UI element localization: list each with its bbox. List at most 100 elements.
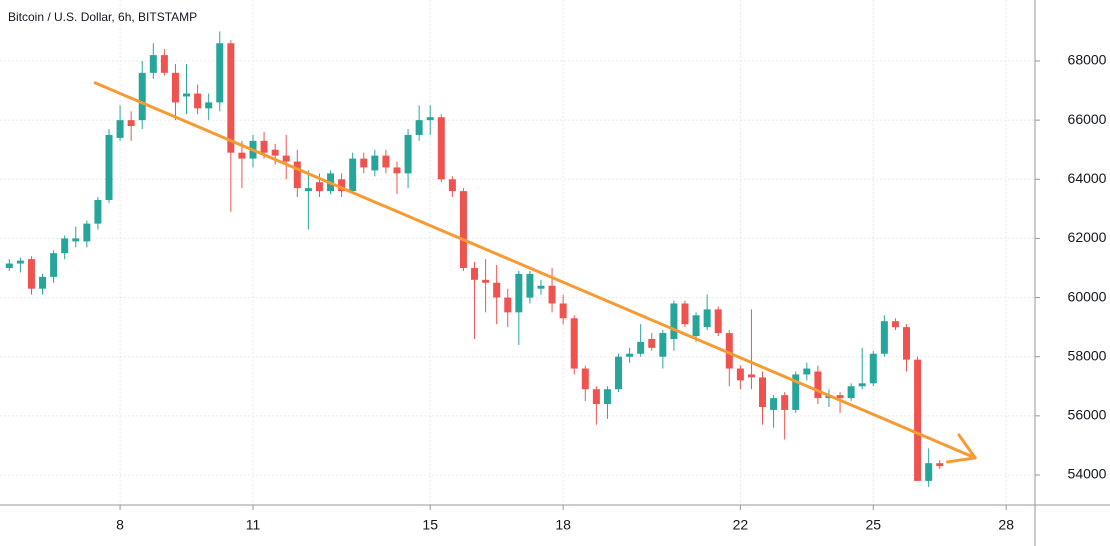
candle-body — [304, 188, 312, 192]
trendline-arrowhead — [945, 433, 977, 464]
candle-body — [803, 368, 811, 375]
candle-body — [72, 238, 80, 242]
candle-body — [925, 463, 933, 481]
candle-body — [260, 140, 268, 153]
candle-body — [759, 377, 767, 407]
y-tick-label: 64000 — [1068, 170, 1107, 186]
candle-body — [227, 43, 235, 153]
candle-body — [426, 117, 434, 121]
y-tick-label: 66000 — [1068, 111, 1107, 127]
candle-body — [903, 327, 911, 360]
candle-body — [615, 356, 623, 390]
candle-body — [271, 149, 279, 156]
candle-body — [504, 297, 512, 313]
candle-body — [282, 155, 290, 162]
candle-body — [770, 398, 778, 410]
y-tick-label: 68000 — [1068, 52, 1107, 68]
candle-body — [482, 279, 490, 283]
candle-body — [183, 93, 191, 97]
y-tick-label: 60000 — [1068, 288, 1107, 304]
candle-body — [858, 383, 866, 387]
y-tick-label: 62000 — [1068, 229, 1107, 245]
candle-body — [5, 263, 13, 268]
candle-body — [27, 259, 35, 289]
candle-body — [360, 158, 368, 168]
candle-body — [404, 134, 412, 174]
candle-body — [39, 276, 47, 289]
candle-body — [914, 359, 922, 481]
candle-body — [50, 253, 58, 277]
x-tick-label: 8 — [116, 517, 124, 533]
candle-body — [526, 273, 534, 298]
candle-body — [603, 389, 611, 405]
candle-body — [537, 285, 545, 289]
candle-body — [548, 285, 556, 304]
candle-body — [171, 72, 179, 103]
candle-body — [648, 338, 656, 348]
candle-body — [493, 282, 501, 298]
candle-body — [415, 120, 423, 135]
candle-body — [61, 238, 69, 254]
candle-body — [781, 395, 789, 410]
y-tick-label: 54000 — [1068, 466, 1107, 482]
candle-body — [315, 182, 323, 192]
candle-body — [637, 341, 645, 354]
candle-body — [626, 353, 634, 357]
candle-body — [725, 333, 733, 369]
candle-body — [216, 43, 224, 103]
x-tick-label: 25 — [865, 517, 881, 533]
candle-body — [703, 309, 711, 328]
candle-body — [448, 179, 456, 192]
candle-body — [16, 260, 24, 264]
candle-body — [338, 179, 346, 192]
candle-body — [94, 199, 102, 224]
candle-body — [847, 386, 855, 399]
x-tick-label: 11 — [246, 517, 261, 533]
candle-body — [105, 134, 113, 200]
candle-body — [559, 303, 567, 319]
candle-body — [116, 120, 124, 138]
candle-body — [238, 152, 246, 159]
candle-body — [515, 273, 523, 313]
candle-body — [437, 117, 445, 180]
trendline — [93, 81, 977, 460]
candle-body — [83, 223, 91, 242]
candle-body — [814, 371, 822, 399]
candle-body — [936, 463, 944, 467]
x-tick-label: 18 — [555, 517, 571, 533]
candle-body — [581, 368, 589, 390]
candle-body — [393, 167, 401, 174]
candle-body — [736, 368, 744, 381]
x-tick-label: 22 — [733, 517, 749, 533]
candle-body — [349, 158, 357, 192]
candle-body — [459, 191, 467, 268]
candle-body — [747, 374, 755, 378]
x-tick-label: 15 — [422, 517, 438, 533]
candle-body — [692, 315, 700, 337]
candle-body — [138, 72, 146, 121]
candle-body — [293, 161, 301, 189]
candle-body — [836, 395, 844, 399]
candle-body — [869, 353, 877, 384]
y-tick-label: 58000 — [1068, 347, 1107, 363]
candle-body — [880, 321, 888, 354]
candle-body — [891, 321, 899, 328]
candle-body — [127, 120, 135, 127]
candle-body — [205, 102, 213, 109]
chart-title: Bitcoin / U.S. Dollar, 6h, BITSTAMP — [8, 10, 197, 24]
candle-body — [792, 374, 800, 410]
candle-body — [371, 155, 379, 171]
candle-body — [659, 333, 667, 357]
candle-body — [160, 55, 168, 73]
candle-body — [382, 155, 390, 168]
y-tick-label: 56000 — [1068, 407, 1107, 423]
candle-body — [194, 93, 202, 109]
candle-body — [570, 318, 578, 369]
x-tick-label: 28 — [998, 517, 1014, 533]
candle-body — [714, 309, 722, 334]
candle-body — [592, 389, 600, 405]
candle-body — [471, 267, 479, 280]
candle-body — [149, 55, 157, 73]
candle-body — [670, 303, 678, 339]
